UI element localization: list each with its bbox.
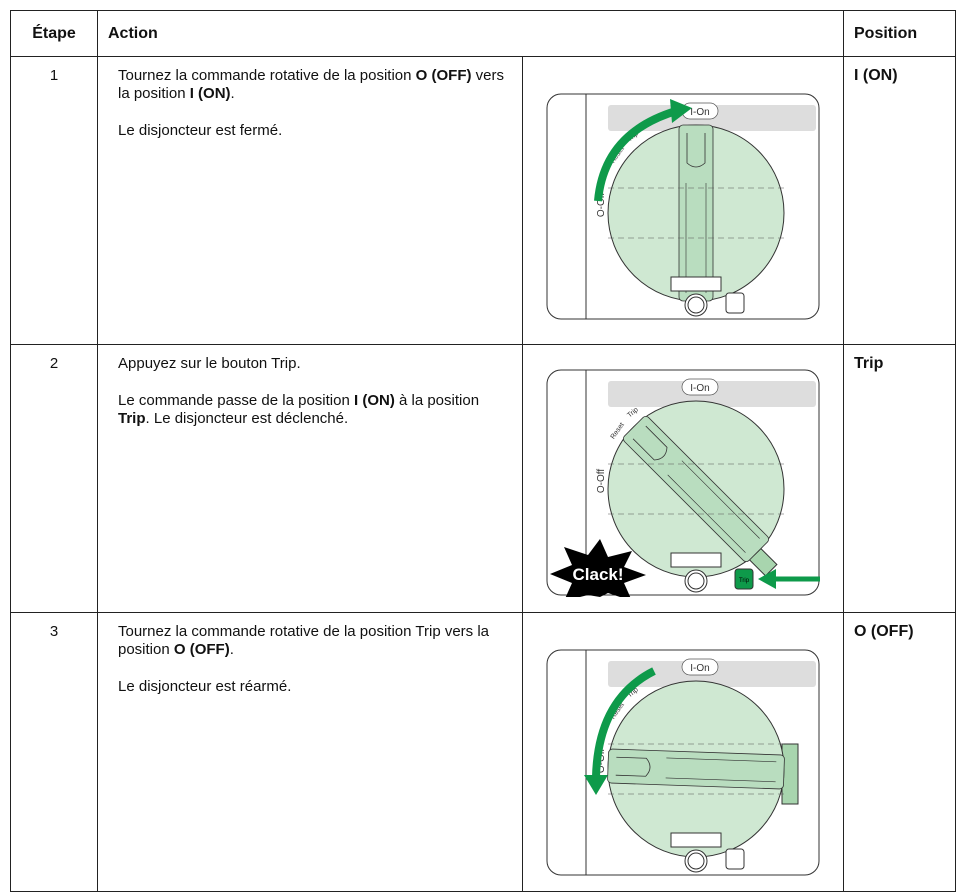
action-cell: Tournez la commande rotative de la posit… bbox=[97, 56, 523, 345]
header-cell: Étape bbox=[10, 10, 98, 57]
off-label: O-Off bbox=[596, 193, 607, 217]
lock-square bbox=[725, 848, 745, 870]
trip-button bbox=[734, 568, 754, 590]
clack-label: Clack! bbox=[572, 565, 623, 584]
step-cell: 1 bbox=[10, 56, 98, 345]
header-row: Étape Action Position bbox=[10, 10, 956, 57]
text-segment: Le commande passe de la position bbox=[118, 392, 354, 409]
clack-burst bbox=[550, 539, 646, 601]
text-segment: à la position bbox=[394, 392, 480, 409]
off-label: O-Off bbox=[596, 469, 607, 493]
paragraph: Tournez la commande rotative de la posit… bbox=[118, 623, 514, 659]
on-pill bbox=[681, 658, 719, 676]
text-segment: Tournez la commande rotative de la posit… bbox=[118, 623, 490, 658]
text-segment: vers la position bbox=[118, 67, 505, 102]
on-label: I-On bbox=[690, 383, 709, 394]
figure-cell: I-On O-Off Reset Trip bbox=[522, 612, 844, 892]
text-segment: . bbox=[229, 641, 234, 658]
text-segment: Appuyez sur le bouton Trip. bbox=[118, 355, 301, 372]
header-cell: Action bbox=[97, 10, 844, 57]
handle-line bbox=[666, 757, 777, 763]
handle bbox=[623, 416, 769, 562]
figure-cell: I-On O-Off Reset Trip Trip Clack! bbox=[522, 344, 844, 613]
handle-groove bbox=[632, 425, 668, 461]
rotate-arrow bbox=[592, 667, 656, 778]
handle-line bbox=[667, 474, 746, 553]
procedure-table: Étape Action Position 1 Tournez la comma… bbox=[10, 10, 956, 892]
illustration: I-On O-Off Reset Trip Trip Clack! bbox=[546, 369, 836, 601]
handle-groove bbox=[686, 133, 706, 168]
lock-tab bbox=[670, 276, 722, 292]
lock-tab bbox=[670, 552, 722, 568]
action-cell: Tournez la commande rotative de la posit… bbox=[97, 612, 523, 892]
text-segment: Tournez la commande rotative de la posit… bbox=[118, 67, 416, 84]
step-cell: 3 bbox=[10, 612, 98, 892]
text-segment: Le disjoncteur est fermé. bbox=[118, 122, 283, 139]
on-pill bbox=[681, 378, 719, 396]
lock-square bbox=[725, 292, 745, 314]
figure-cell: I-On O-Off Reset Trip bbox=[522, 56, 844, 345]
arrow-head bbox=[584, 775, 608, 795]
handle-groove bbox=[615, 756, 651, 777]
step-cell: 2 bbox=[10, 344, 98, 613]
on-label: I-On bbox=[690, 663, 709, 674]
header-cell: Position bbox=[843, 10, 956, 57]
arrow-head bbox=[758, 569, 776, 589]
text-segment: . bbox=[230, 85, 235, 102]
text-segment: . Le disjoncteur est déclenché. bbox=[145, 410, 349, 427]
handle-body bbox=[623, 416, 769, 562]
handle-line bbox=[681, 460, 760, 539]
text-segment: O (OFF) bbox=[173, 641, 230, 658]
handle bbox=[678, 124, 714, 302]
action-cell: Appuyez sur le bouton Trip. Le commande p… bbox=[97, 344, 523, 613]
table-row: 2 Appuyez sur le bouton Trip. Le commande… bbox=[10, 344, 956, 613]
paragraph: Le disjoncteur est fermé. bbox=[118, 122, 514, 140]
paragraph: Le commande passe de la position I (ON) … bbox=[118, 392, 514, 428]
illustration: I-On O-Off Reset Trip bbox=[546, 649, 820, 876]
table-body: 1 Tournez la commande rotative de la pos… bbox=[10, 56, 956, 892]
trip-button-label: Trip bbox=[739, 578, 750, 584]
on-label: I-On bbox=[690, 107, 709, 118]
paragraph: Tournez la commande rotative de la posit… bbox=[118, 67, 514, 103]
text-segment: I (ON) bbox=[189, 85, 231, 102]
trip-hole-ring bbox=[687, 296, 705, 314]
table-row: 3 Tournez la commande rotative de la pos… bbox=[10, 612, 956, 892]
handle bbox=[607, 748, 785, 790]
text-segment: I (ON) bbox=[353, 392, 395, 409]
illustration: I-On O-Off Reset Trip bbox=[546, 93, 820, 320]
text-segment: Le disjoncteur est réarmé. bbox=[118, 678, 292, 695]
trip-hole-ring bbox=[687, 572, 705, 590]
position-cell: I (ON) bbox=[843, 56, 956, 345]
position-cell: O (OFF) bbox=[843, 612, 956, 892]
off-label: O-Off bbox=[596, 749, 607, 773]
handle-end bbox=[781, 743, 799, 805]
paragraph: Le disjoncteur est réarmé. bbox=[118, 678, 514, 696]
rotate-arrow bbox=[594, 107, 678, 202]
paragraph: Appuyez sur le bouton Trip. bbox=[118, 355, 514, 373]
handle-body bbox=[607, 748, 785, 790]
handle-line bbox=[665, 777, 776, 783]
handle-body bbox=[678, 124, 714, 302]
text-segment: Trip bbox=[118, 410, 146, 427]
arrow-head bbox=[670, 99, 692, 123]
position-cell: Trip bbox=[843, 344, 956, 613]
table-row: 1 Tournez la commande rotative de la pos… bbox=[10, 56, 956, 345]
trip-hole-ring bbox=[687, 852, 705, 870]
lock-tab bbox=[670, 832, 722, 848]
text-segment: O (OFF) bbox=[415, 67, 472, 84]
